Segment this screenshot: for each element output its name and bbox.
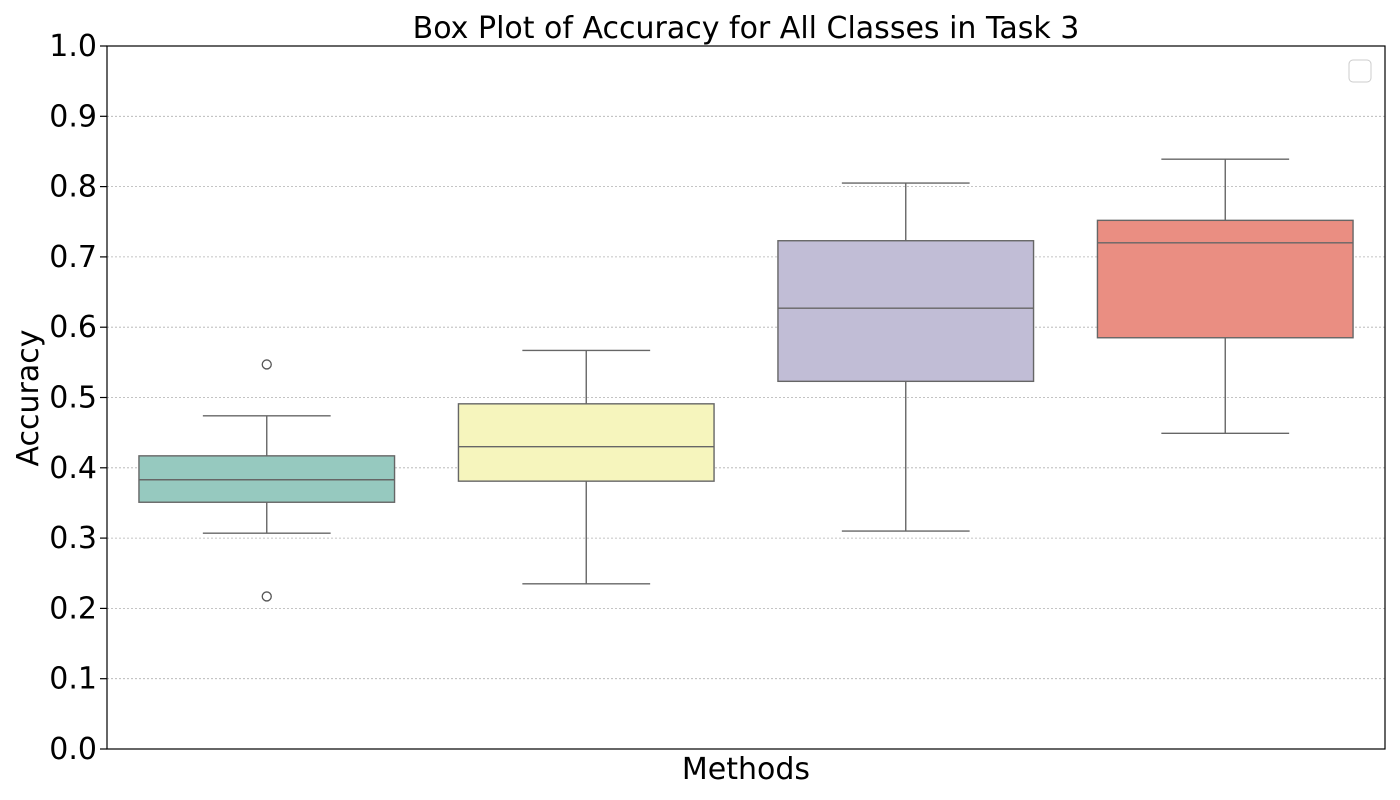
box-4 [1096, 158, 1354, 435]
y-tick-label: 0.4 [49, 451, 97, 486]
box-series [138, 158, 1354, 602]
y-tick-label: 0.8 [49, 170, 97, 205]
y-tick-label: 1.0 [49, 29, 97, 64]
chart-title: Box Plot of Accuracy for All Classes in … [413, 11, 1080, 46]
box-2 [457, 349, 715, 585]
outlier-point [261, 359, 272, 370]
box-1 [138, 359, 396, 602]
y-axis-label: Accuracy [11, 330, 46, 467]
y-axis: 0.0 0.1 0.2 0.3 0.4 0.5 0.6 0.7 0.8 0.9 1.0 [49, 29, 107, 767]
x-axis-label: Methods [682, 752, 810, 787]
box-body [1096, 219, 1354, 339]
outlier-point [261, 591, 272, 602]
y-tick-label: 0.7 [49, 240, 97, 275]
box-3 [777, 182, 1035, 532]
y-tick-label: 0.5 [49, 381, 97, 416]
plot-frame [106, 45, 1386, 750]
y-tick-label: 0.9 [49, 99, 97, 134]
y-tick-label: 0.1 [49, 662, 97, 697]
y-tick-label: 0.3 [49, 521, 97, 556]
box-body [138, 455, 396, 503]
y-tick-label: 0.6 [49, 310, 97, 345]
box-body [457, 403, 715, 482]
grid-lines [107, 115, 1385, 680]
legend [1348, 59, 1372, 83]
y-tick-label: 0.0 [49, 732, 97, 767]
y-tick-label: 0.2 [49, 591, 97, 626]
box-body [777, 240, 1035, 383]
